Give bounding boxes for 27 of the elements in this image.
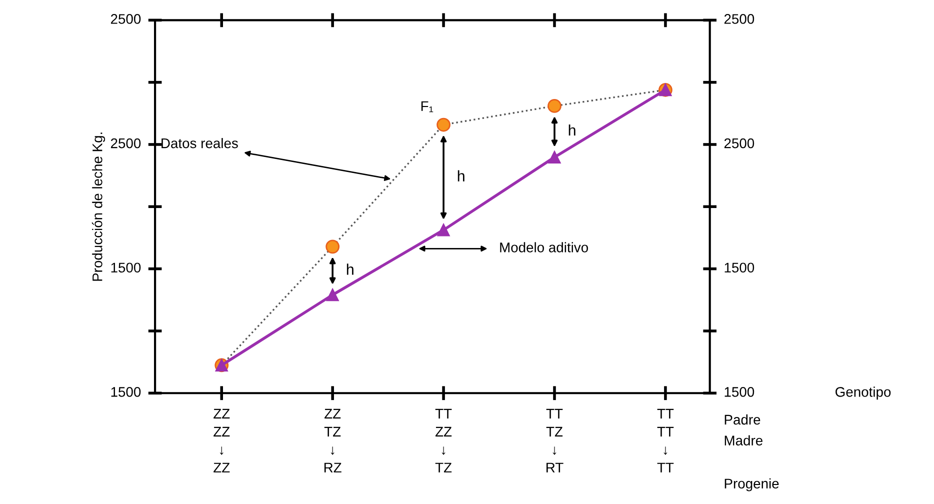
annotation: Datos reales — [162, 138, 238, 148]
annotation: F₁ — [421, 101, 434, 112]
text: 2500 — [110, 14, 141, 24]
text: 1500 — [724, 262, 754, 273]
text: 1500 — [724, 387, 754, 397]
annotation: Modelo aditivo — [500, 242, 588, 252]
text: 1500 — [111, 262, 141, 273]
x-tick-label: TT TT ↓ TT — [657, 408, 674, 472]
text: Madre — [724, 435, 762, 446]
text: 2500 — [724, 14, 754, 24]
x-tick-label: TT ZZ ↓ TZ — [435, 408, 452, 472]
annotation: h — [346, 264, 354, 275]
x-tick-label: ZZ TZ ↓ RZ — [324, 408, 342, 472]
text: 1500 — [111, 387, 141, 397]
y-axis-title: Producción de leche Kg. — [92, 132, 106, 281]
text: 2500 — [110, 138, 141, 148]
text: Padre — [724, 414, 760, 425]
text: 2500 — [724, 138, 754, 148]
text: Genotipo — [836, 386, 891, 400]
point — [548, 150, 561, 164]
x-tick-label: TT TZ ↓ RT — [546, 408, 564, 472]
point — [437, 224, 450, 236]
annotation: h — [458, 170, 464, 182]
annotation: h — [568, 124, 576, 136]
text: Progenie — [724, 478, 779, 492]
x-tick-label: ZZ ZZ ↓ ZZ — [214, 408, 230, 472]
point — [326, 288, 339, 302]
